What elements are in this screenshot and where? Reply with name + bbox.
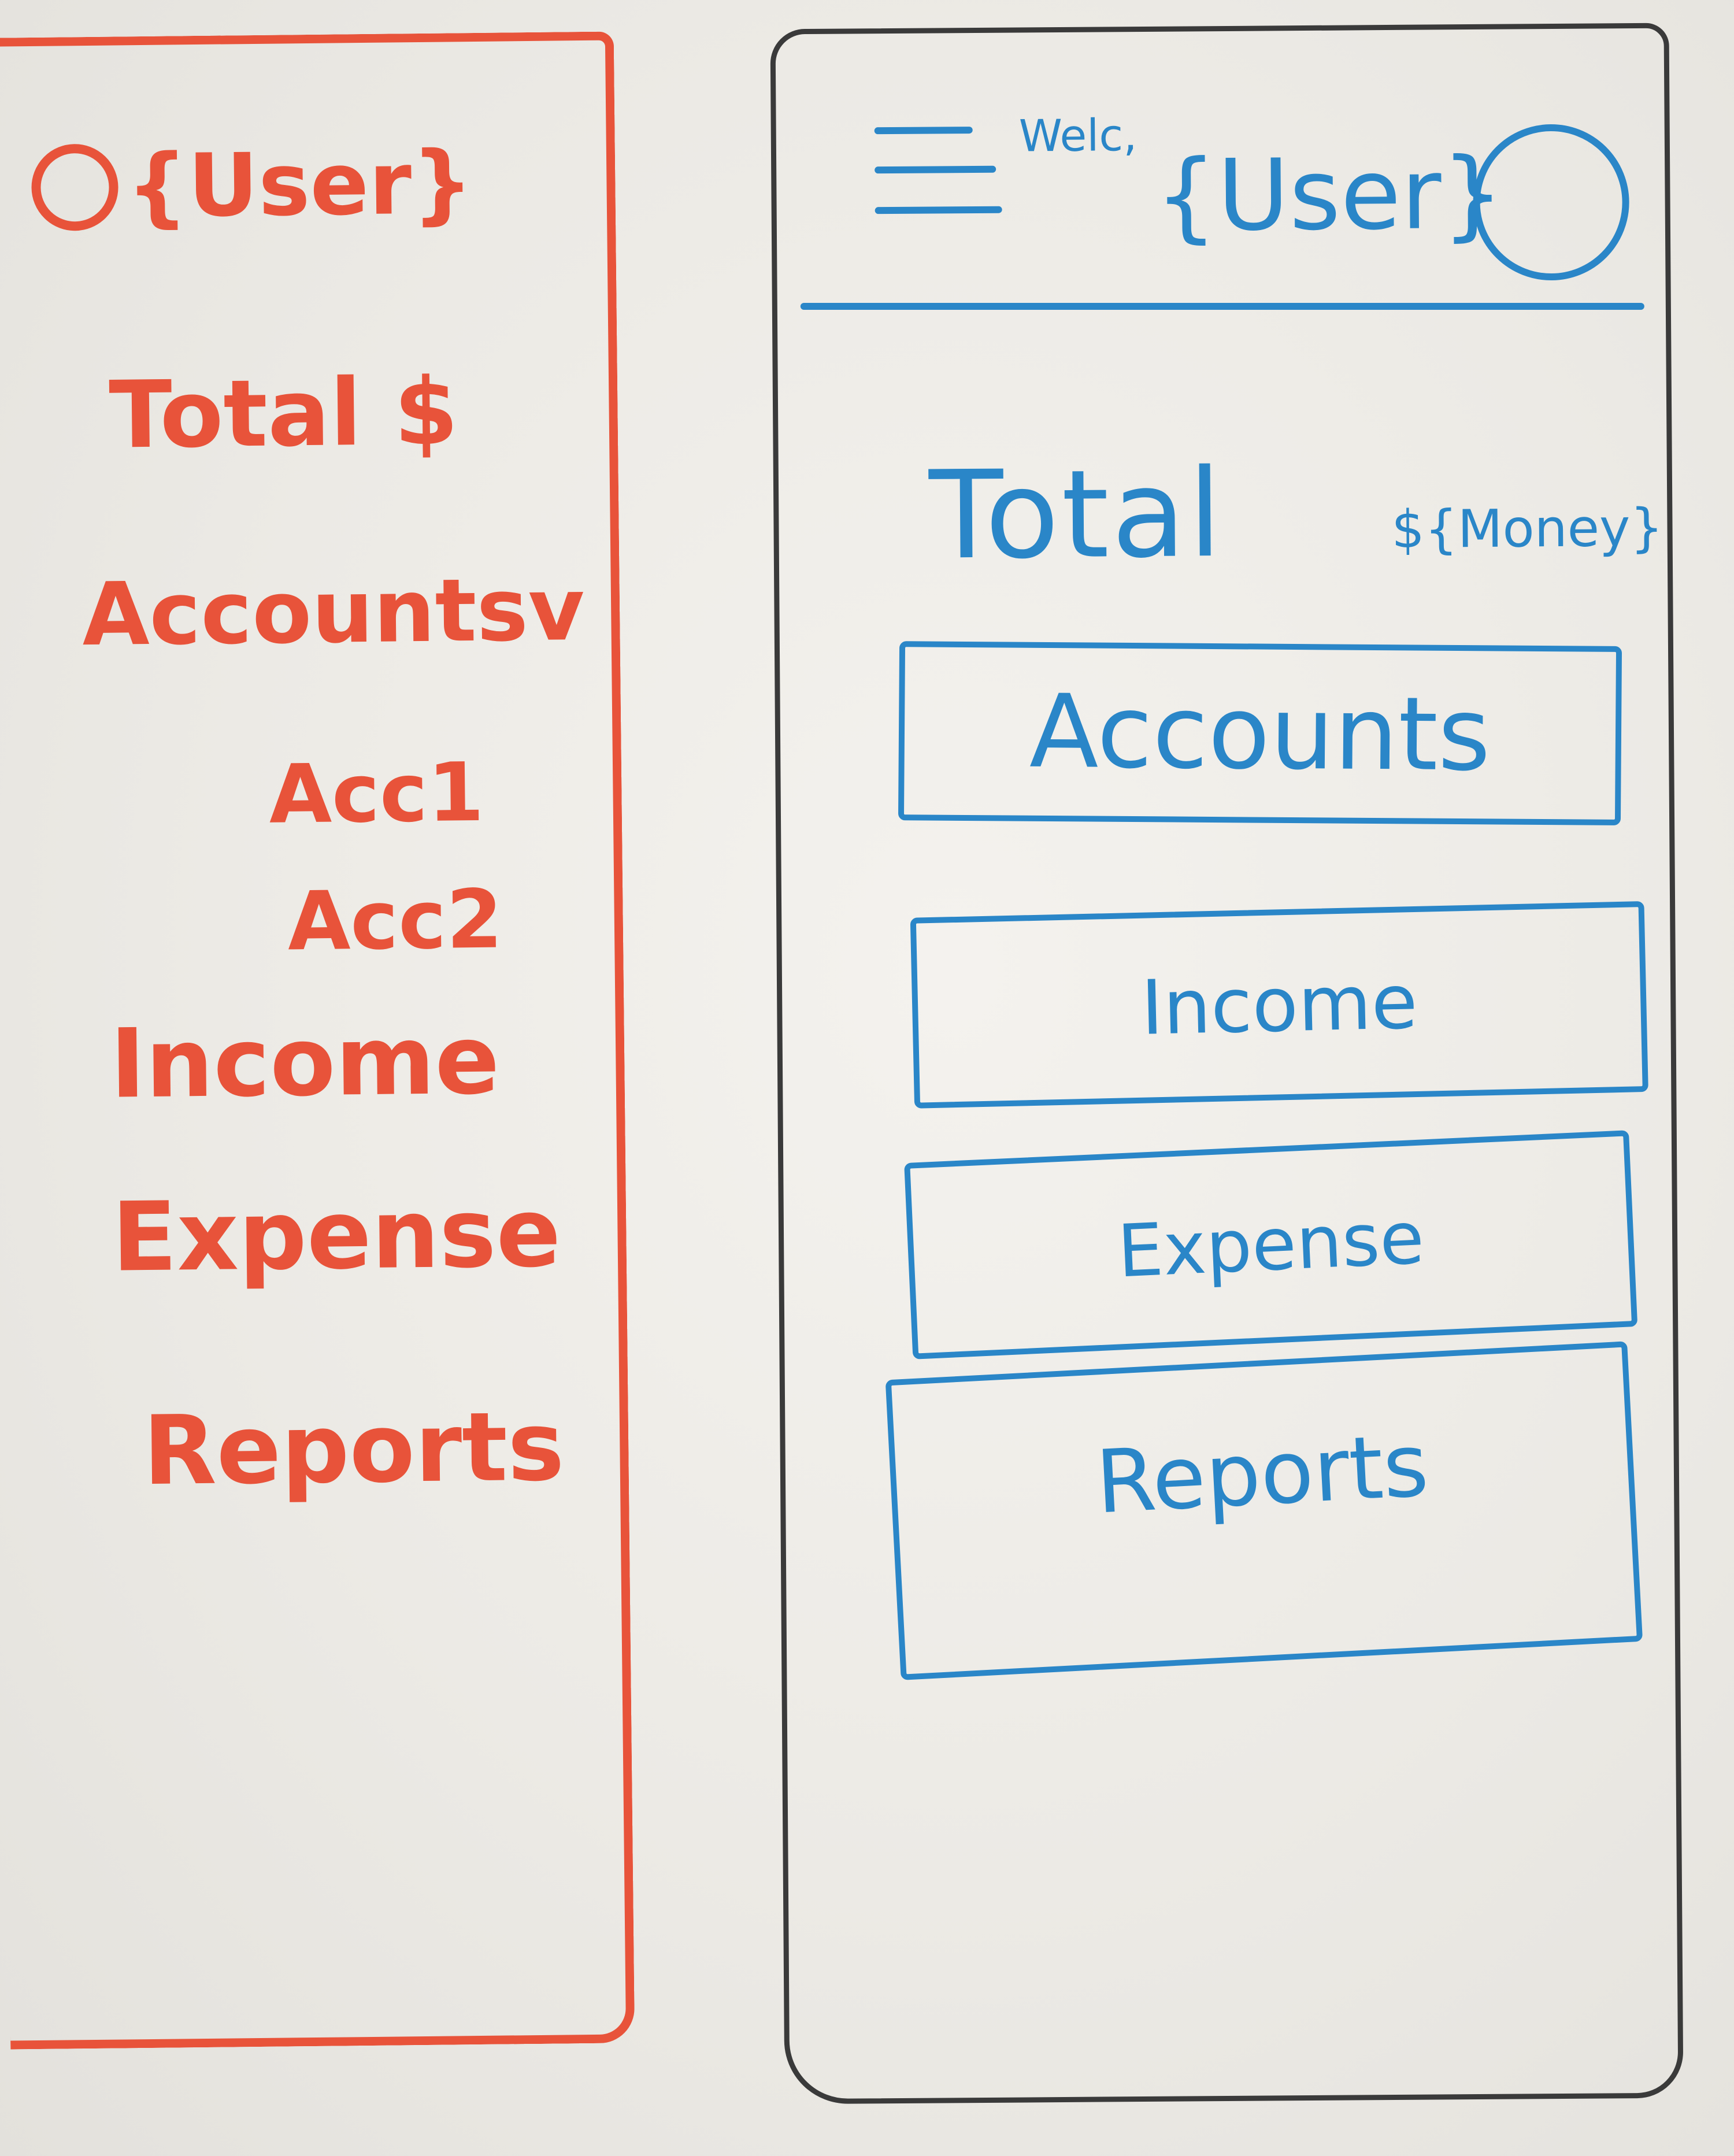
app-bar-divider (800, 303, 1644, 310)
drawer-item-total[interactable]: Total $ (108, 357, 459, 469)
welcome-message: Welc, {User} (1018, 105, 1505, 254)
reports-button[interactable]: Reports (885, 1341, 1643, 1680)
user-avatar-icon (31, 143, 119, 231)
drawer-subitem-acc2[interactable]: Acc2 (287, 872, 503, 969)
drawer-subitem-acc1[interactable]: Acc1 (268, 745, 485, 842)
total-money-value: ${Money} (1391, 497, 1663, 560)
expense-button[interactable]: Expense (904, 1130, 1638, 1359)
welcome-greeting: Welc, (1018, 109, 1138, 162)
drawer-item-expense[interactable]: Expense (111, 1177, 562, 1293)
profile-avatar-icon[interactable] (1472, 124, 1630, 281)
phone-screen-sketch: Welc, {User} Total ${Money} Accounts Inc… (770, 23, 1684, 2105)
hamburger-menu-icon[interactable] (874, 120, 1008, 219)
income-button[interactable]: Income (910, 901, 1648, 1109)
total-label: Total (928, 443, 1225, 587)
total-summary: Total ${Money} (928, 443, 1664, 617)
drawer-user-name: {User} (125, 133, 474, 238)
navigation-drawer-sketch: {User} Total $ Accountsv Acc1 Acc2 Incom… (0, 31, 635, 2050)
app-bar: Welc, {User} (776, 28, 1666, 318)
drawer-user-row[interactable]: {User} (31, 133, 474, 238)
accounts-button[interactable]: Accounts (898, 641, 1622, 825)
drawer-item-reports[interactable]: Reports (142, 1391, 565, 1507)
drawer-item-income[interactable]: Income (109, 1004, 501, 1120)
drawer-item-accounts[interactable]: Accountsv (81, 560, 586, 666)
welcome-user-name: {User} (1154, 136, 1505, 254)
